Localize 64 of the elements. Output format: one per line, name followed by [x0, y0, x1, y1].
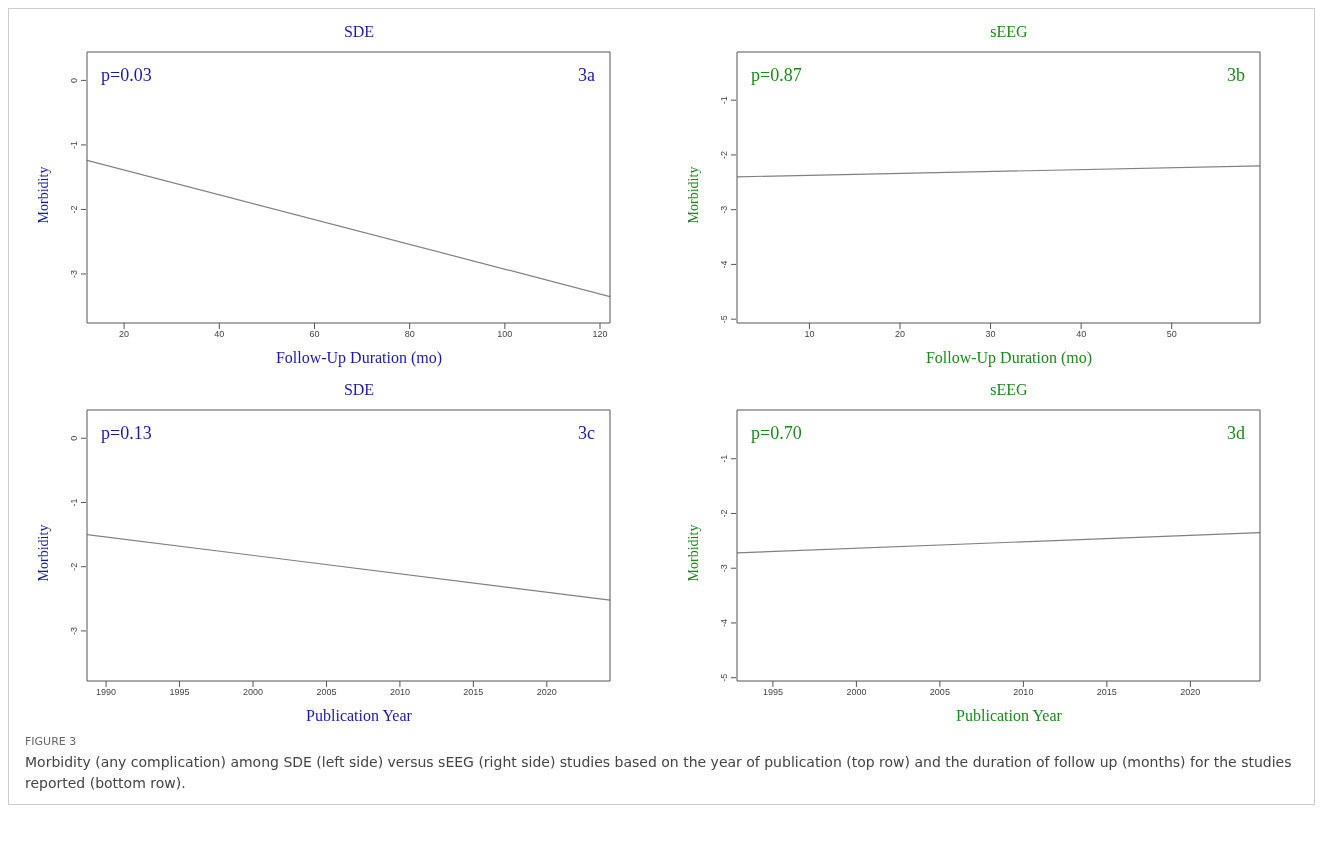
x-axis-title: Follow-Up Duration (mo) — [274, 349, 444, 367]
x-tick-label: 2010 — [389, 687, 410, 698]
y-tick-label: -4 — [719, 260, 729, 269]
x-tick-label: 100 — [497, 329, 513, 340]
y-tick-label: -2 — [69, 562, 79, 571]
text: Morbidity (any complication) among SDE (left side) versus sEEG (right side) studies based on the year of publication (top row) and the duration of follow up (months) for the studies reported (bottom row). — [25, 753, 1293, 793]
y-tick-label: -2 — [719, 509, 729, 518]
x-axis-title: Publication Year — [955, 707, 1063, 725]
y-tick-label: 0 — [69, 77, 79, 83]
annotation: 3c — [578, 423, 595, 444]
y-tick-label: -1 — [69, 498, 79, 507]
x-tick-label: 10 — [804, 329, 815, 340]
x-tick-label: 1995 — [169, 687, 190, 698]
annotation: 3a — [578, 65, 595, 86]
x-tick-label: 2020 — [536, 687, 557, 698]
y-tick-label: -1 — [719, 454, 729, 463]
x-tick-label: 80 — [404, 329, 415, 340]
annotation: 3b — [1227, 65, 1245, 86]
x-tick-label: 40 — [214, 329, 225, 340]
y-tick-label: -2 — [69, 205, 79, 214]
x-tick-label: 2010 — [1013, 687, 1034, 698]
x-axis-title: Publication Year — [305, 707, 413, 725]
text: FIGURE 3 — [25, 735, 78, 748]
x-tick-label: 2020 — [1180, 687, 1201, 698]
y-tick-label: -3 — [719, 564, 729, 573]
y-tick-label: 0 — [69, 435, 79, 441]
x-tick-label: 120 — [592, 329, 608, 340]
annotation: 3d — [1227, 423, 1245, 444]
y-tick-label: -5 — [719, 673, 729, 682]
x-tick-label: 20 — [895, 329, 906, 340]
annotation: p=0.70 — [751, 423, 802, 444]
y-axis-title: Morbidity — [36, 166, 52, 224]
x-tick-label: 50 — [1166, 329, 1177, 340]
y-axis-title: Morbidity — [686, 524, 702, 582]
x-tick-label: 2000 — [242, 687, 264, 698]
x-tick-label: 2005 — [929, 687, 950, 698]
x-tick-label: 2000 — [846, 687, 867, 698]
x-axis-title: Follow-Up Duration (mo) — [924, 349, 1094, 367]
x-tick-label: 30 — [985, 329, 996, 340]
y-tick-label: -4 — [719, 618, 729, 627]
y-tick-label: -1 — [719, 96, 729, 105]
x-tick-label: 1995 — [762, 687, 783, 698]
x-tick-label: 1990 — [96, 687, 117, 698]
x-tick-label: 2015 — [1096, 687, 1117, 698]
chart-title: SDE — [342, 381, 376, 400]
annotation: p=0.03 — [101, 65, 152, 86]
y-axis-title: Morbidity — [36, 524, 52, 582]
chart-title: SDE — [342, 23, 376, 42]
y-tick-label: -3 — [69, 626, 79, 635]
y-tick-label: -3 — [69, 269, 79, 278]
x-tick-label: 2005 — [316, 687, 337, 698]
x-tick-label: 40 — [1076, 329, 1087, 340]
x-tick-label: 20 — [119, 329, 130, 340]
chart-title: sEEG — [989, 381, 1029, 400]
y-tick-label: -2 — [719, 150, 729, 159]
y-tick-label: -5 — [719, 315, 729, 324]
annotation: p=0.87 — [751, 65, 802, 86]
chart-title: sEEG — [989, 23, 1029, 42]
annotation: p=0.13 — [101, 423, 152, 444]
x-tick-label: 2015 — [463, 687, 484, 698]
x-tick-label: 60 — [309, 329, 320, 340]
y-tick-label: -1 — [69, 140, 79, 149]
y-axis-title: Morbidity — [686, 166, 702, 224]
y-tick-label: -3 — [719, 205, 729, 214]
